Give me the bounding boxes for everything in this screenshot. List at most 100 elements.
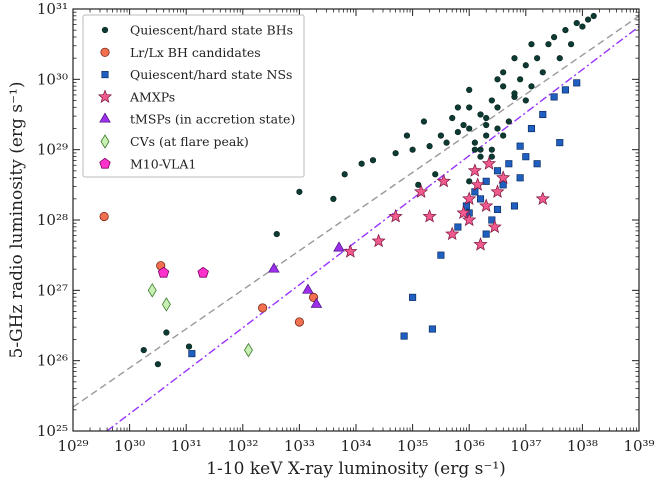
point-quiescent-hard-state-nss bbox=[188, 350, 196, 358]
legend-label-2: Quiescent/hard state NSs bbox=[130, 67, 292, 82]
y-tick-label: 10²⁷ bbox=[37, 281, 68, 299]
legend-label-3: AMXPs bbox=[129, 89, 175, 104]
point-amxps bbox=[371, 233, 386, 248]
x-tick-label: 10³³ bbox=[284, 437, 315, 455]
point-quiescent-hard-state-nss bbox=[539, 110, 547, 119]
point-quiescent-hard-state-nss bbox=[527, 125, 536, 133]
point-quiescent-hard-state-bhs bbox=[409, 146, 416, 153]
point-m10-vla1 bbox=[197, 266, 209, 278]
legend-marker-0 bbox=[101, 26, 109, 34]
point-quiescent-hard-state-nss bbox=[482, 230, 490, 238]
point-quiescent-hard-state-bhs bbox=[477, 153, 484, 160]
point-amxps bbox=[462, 212, 477, 227]
point-quiescent-hard-state-nss bbox=[400, 332, 408, 340]
point-quiescent-hard-state-nss bbox=[454, 223, 462, 231]
point-quiescent-hard-state-nss bbox=[428, 325, 436, 333]
point-quiescent-hard-state-nss bbox=[499, 181, 507, 189]
point-amxps bbox=[470, 177, 485, 191]
point-quiescent-hard-state-bhs bbox=[494, 104, 501, 111]
point-quiescent-hard-state-bhs bbox=[550, 34, 558, 41]
line-ns-correlation bbox=[106, 26, 640, 432]
point-quiescent-hard-state-bhs bbox=[466, 125, 473, 132]
point-quiescent-hard-state-bhs bbox=[500, 69, 507, 76]
point-amxps bbox=[343, 244, 358, 258]
point-quiescent-hard-state-bhs bbox=[573, 19, 580, 27]
x-tick-label: 10³² bbox=[227, 437, 258, 455]
point-amxps bbox=[422, 209, 437, 223]
point-quiescent-hard-state-bhs bbox=[528, 41, 535, 48]
point-amxps bbox=[436, 173, 451, 188]
point-quiescent-hard-state-nss bbox=[493, 205, 502, 214]
point-quiescent-hard-state-bhs bbox=[454, 104, 461, 111]
x-tick-label: 10³⁷ bbox=[510, 437, 541, 455]
legend-marker-6 bbox=[99, 157, 111, 169]
point-amxps bbox=[479, 198, 494, 213]
point-lr-lx-bh-candidates bbox=[294, 317, 304, 327]
point-quiescent-hard-state-bhs bbox=[528, 83, 535, 90]
legend-label-1: Lr/Lx BH candidates bbox=[130, 45, 261, 60]
point-quiescent-hard-state-nss bbox=[510, 202, 519, 210]
point-quiescent-hard-state-bhs bbox=[185, 343, 193, 350]
point-amxps bbox=[467, 163, 482, 177]
point-quiescent-hard-state-bhs bbox=[567, 41, 575, 48]
point-quiescent-hard-state-bhs bbox=[511, 90, 518, 97]
point-quiescent-hard-state-bhs bbox=[466, 178, 473, 185]
point-amxps bbox=[535, 191, 550, 206]
point-quiescent-hard-state-bhs bbox=[140, 347, 147, 354]
legend-marker-5 bbox=[100, 134, 110, 149]
point-amxps bbox=[481, 156, 497, 170]
y-tick-label: 10²⁵ bbox=[37, 422, 68, 440]
legend-label-0: Quiescent/hard state BHs bbox=[130, 23, 293, 38]
point-quiescent-hard-state-nss bbox=[516, 142, 524, 150]
point-quiescent-hard-state-bhs bbox=[500, 83, 507, 90]
point-tmsps-in-accretion-state bbox=[268, 262, 280, 273]
point-quiescent-hard-state-nss bbox=[505, 160, 513, 168]
y-tick-label: 10²⁸ bbox=[37, 211, 68, 229]
x-tick-label: 10³⁵ bbox=[397, 437, 428, 455]
point-quiescent-hard-state-nss bbox=[437, 251, 445, 259]
point-quiescent-hard-state-bhs bbox=[500, 132, 507, 139]
point-quiescent-hard-state-bhs bbox=[545, 41, 552, 48]
legend-marker-3 bbox=[97, 89, 113, 103]
point-amxps bbox=[456, 205, 471, 219]
point-quiescent-hard-state-bhs bbox=[494, 76, 501, 83]
point-quiescent-hard-state-nss bbox=[488, 216, 496, 224]
legend-marker-2 bbox=[101, 71, 109, 79]
point-quiescent-hard-state-bhs bbox=[454, 128, 461, 136]
y-axis-label: 5-GHz radio luminosity (erg s⁻¹) bbox=[7, 82, 27, 359]
point-quiescent-hard-state-bhs bbox=[517, 76, 524, 83]
point-amxps bbox=[445, 226, 460, 241]
point-tmsps-in-accretion-state bbox=[302, 283, 314, 294]
point-quiescent-hard-state-nss bbox=[493, 167, 502, 175]
x-tick-label: 10²⁹ bbox=[57, 437, 88, 455]
point-quiescent-hard-state-bhs bbox=[437, 132, 445, 139]
point-lr-lx-bh-candidates bbox=[99, 211, 109, 222]
point-cvs-at-flare-peak bbox=[161, 297, 171, 312]
point-quiescent-hard-state-bhs bbox=[471, 139, 478, 146]
axis-ticks: 10²⁹ 10³⁰ 10³¹ 10³² 10³³ 10³⁴ 10³⁵ 10³⁶ 10³⁷ 10³⁸… bbox=[37, 0, 655, 455]
point-quiescent-hard-state-bhs bbox=[584, 16, 592, 23]
point-quiescent-hard-state-nss bbox=[533, 160, 541, 168]
legend-marker-1 bbox=[100, 47, 110, 57]
point-quiescent-hard-state-bhs bbox=[443, 139, 450, 146]
point-quiescent-hard-state-bhs bbox=[590, 12, 597, 20]
point-quiescent-hard-state-bhs bbox=[154, 361, 161, 368]
point-quiescent-hard-state-bhs bbox=[477, 111, 484, 118]
y-tick-label: 10²⁹ bbox=[37, 141, 68, 159]
y-tick-label: 10²⁶ bbox=[37, 352, 68, 370]
point-quiescent-hard-state-nss bbox=[522, 153, 530, 161]
point-quiescent-hard-state-bhs bbox=[562, 27, 569, 34]
x-axis-label: 1-10 keV X-ray luminosity (erg s⁻¹) bbox=[206, 459, 506, 479]
point-cvs-at-flare-peak bbox=[243, 342, 253, 358]
point-quiescent-hard-state-bhs bbox=[460, 121, 467, 129]
legend: Quiescent/hard state BHs Lr/Lx BH candida… bbox=[82, 14, 305, 178]
point-amxps bbox=[487, 219, 502, 234]
point-quiescent-hard-state-nss bbox=[482, 177, 490, 185]
point-quiescent-hard-state-bhs bbox=[449, 114, 456, 122]
x-tick-label: 10³⁹ bbox=[623, 437, 654, 455]
point-quiescent-hard-state-bhs bbox=[341, 171, 348, 178]
point-quiescent-hard-state-bhs bbox=[403, 132, 411, 139]
point-quiescent-hard-state-bhs bbox=[163, 329, 170, 336]
point-tmsps-in-accretion-state bbox=[333, 241, 345, 252]
